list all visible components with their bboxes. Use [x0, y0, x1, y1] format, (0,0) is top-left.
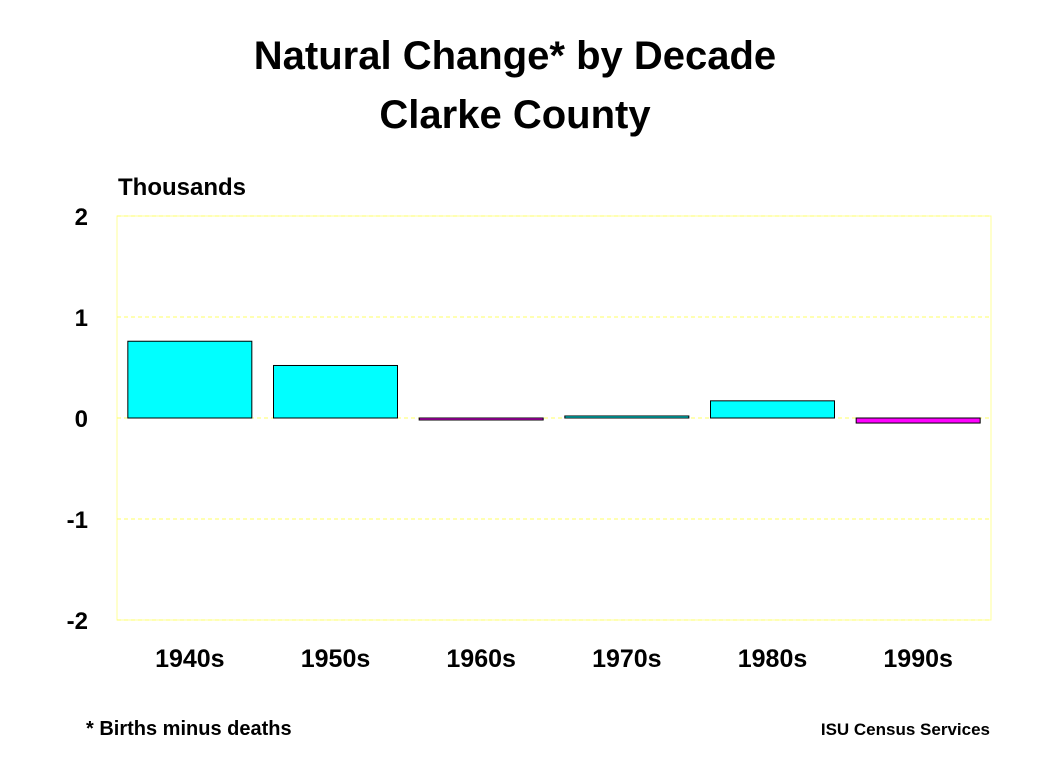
x-tick-label: 1980s	[738, 645, 808, 673]
bar-1990s	[855, 417, 981, 424]
x-tick-label: 1950s	[301, 645, 371, 673]
y-tick-label: 0	[75, 406, 88, 433]
y-axis-unit-label: Thousands	[118, 174, 247, 201]
y-tick-label: -1	[67, 507, 88, 534]
chart-title-line1: Natural Change* by Decade	[253, 34, 777, 78]
bar-1960s	[418, 417, 544, 421]
x-tick-label: 1960s	[446, 645, 516, 673]
source-credit: ISU Census Services	[820, 720, 990, 739]
y-tick-label: -2	[67, 608, 88, 635]
bar-1970s	[564, 415, 690, 419]
x-tick-label: 1970s	[592, 645, 662, 673]
footnote: * Births minus deaths	[86, 718, 292, 740]
bar-1940s	[127, 340, 253, 419]
x-tick-label: 1940s	[155, 645, 225, 673]
chart-title-line2: Clarke County	[379, 93, 651, 137]
bar-1980s	[710, 400, 835, 419]
y-tick-label: 1	[75, 305, 88, 332]
y-tick-label: 2	[75, 204, 88, 231]
x-tick-label: 1990s	[883, 645, 953, 673]
bar-1950s	[273, 364, 398, 419]
